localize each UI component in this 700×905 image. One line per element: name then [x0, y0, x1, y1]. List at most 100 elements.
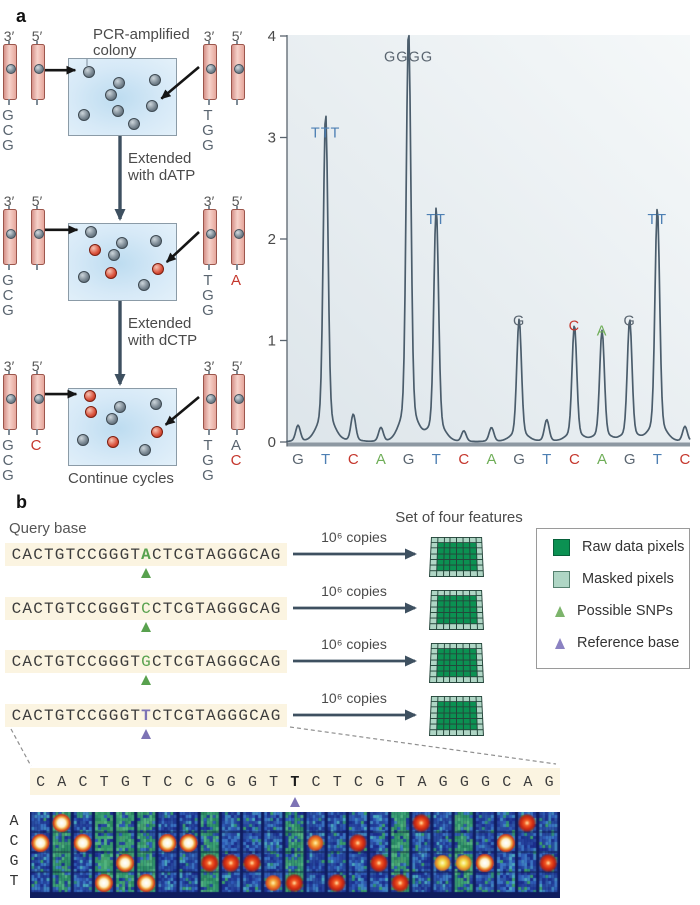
raw-data-pixel-cell — [457, 554, 463, 559]
masked-pixel-cell — [476, 649, 482, 654]
sequence-base: T — [65, 653, 76, 671]
flow-arrow-label: Extended — [128, 150, 192, 167]
colony-dot-labeled — [88, 244, 101, 257]
heatmap-row-label: C — [9, 833, 19, 850]
sequence-base: A — [205, 546, 216, 564]
sequence-base: G — [54, 600, 65, 618]
sequence-base: G — [97, 707, 108, 725]
masked-pixel-cell — [443, 571, 450, 577]
raw-data-pixel-cell — [444, 601, 450, 607]
expanded-sequence-base: G — [120, 774, 130, 791]
raw-data-pixel-cell — [437, 671, 443, 677]
sequence-base: T — [130, 600, 140, 618]
sequence-base: T — [130, 546, 140, 564]
colony-dot — [114, 400, 127, 413]
raw-data-pixel-cell — [450, 671, 457, 677]
sequence-base: G — [216, 707, 227, 725]
primer-rod — [203, 44, 217, 100]
copies-label: 10⁶ copies — [321, 529, 387, 545]
sequence-base: G — [119, 600, 130, 618]
raw-data-pixel-cell — [437, 660, 444, 665]
primer-rod — [31, 374, 45, 430]
sequence-base: C — [173, 653, 184, 671]
masked-pixel-cell — [476, 607, 483, 612]
heatmap-row-label: T — [9, 873, 19, 890]
sequence-base: C — [173, 707, 184, 725]
raw-data-pixel-cell — [437, 554, 444, 559]
sequence-base: C — [151, 546, 162, 564]
masked-pixel-cell — [431, 702, 438, 707]
primer-bottom-stick — [36, 429, 38, 435]
sequence-base: T — [162, 600, 173, 618]
masked-pixel-cell — [450, 571, 457, 577]
primer-pair-left: 3′ 5′ G C G — [2, 28, 48, 158]
raw-data-pixel-cell — [444, 543, 450, 548]
masked-pixel-cell — [430, 612, 437, 618]
primer-bottom-stick — [236, 429, 238, 435]
raw-data-pixel-cell — [450, 607, 457, 612]
legend-item: Masked pixels — [553, 570, 674, 588]
sequence-base: T — [65, 707, 76, 725]
masked-pixel-cell — [477, 730, 484, 736]
sequence-base: C — [87, 600, 97, 618]
primer-base: G — [202, 137, 214, 154]
raw-data-pixel-cell — [469, 596, 476, 601]
copies-label: 10⁶ copies — [321, 583, 387, 599]
legend-item-label: Reference base — [577, 635, 680, 651]
prime-3-label: 3′ — [203, 193, 215, 209]
sequence-base: A — [22, 546, 32, 564]
feature-grid — [429, 696, 485, 737]
masked-pixel-cell — [450, 730, 457, 736]
masked-pixel-cell — [444, 643, 450, 649]
raw-data-pixel-cell — [444, 654, 450, 660]
raw-data-pixel-cell — [437, 565, 443, 571]
masked-pixel-cell — [476, 643, 482, 649]
masked-pixel-cell — [477, 724, 484, 730]
sequence-base: G — [119, 707, 130, 725]
prime-3-label: 3′ — [203, 358, 215, 374]
raw-data-pixel-cell — [450, 660, 457, 665]
primer-bottom-stick — [208, 429, 210, 435]
raw-data-pixel-cell — [470, 565, 477, 571]
primer-rod — [3, 44, 17, 100]
expanded-sequence-base: T — [99, 774, 109, 791]
masked-pixel-cell — [438, 590, 444, 596]
colony-box — [68, 388, 177, 466]
masked-pixel-cell — [476, 718, 483, 724]
raw-data-pixel-cell — [437, 654, 444, 660]
raw-data-pixel-cell — [463, 713, 470, 718]
raw-data-pixel-cell — [470, 601, 476, 607]
masked-pixel-cell — [457, 537, 463, 543]
flow-arrow-label: with dATP — [128, 167, 196, 184]
colony-dot — [112, 104, 125, 117]
primer-rod — [203, 209, 217, 265]
query-base-label: Query base — [9, 520, 87, 537]
sequence-base: C — [249, 653, 259, 671]
raw-data-pixel-cell — [437, 543, 444, 548]
sequence-base: C — [87, 546, 97, 564]
expanded-sequence-base: G — [438, 774, 448, 791]
sequence-base: C — [11, 707, 22, 725]
raw-data-pixel-cell — [443, 565, 450, 571]
masked-pixel-cell — [469, 537, 476, 543]
masked-pixel-swatch — [553, 570, 570, 588]
masked-pixel-cell — [443, 624, 450, 630]
sequence-base: T — [162, 546, 173, 564]
colony-dot-labeled — [151, 263, 164, 276]
masked-pixel-cell — [450, 537, 457, 543]
primer-bottom-stick — [8, 264, 10, 270]
raw-data-pixel-cell — [470, 718, 477, 724]
masked-pixel-cell — [476, 559, 483, 565]
raw-data-pixel-cell — [450, 559, 457, 565]
sequence-base: C — [76, 707, 86, 725]
sequence-base: C — [249, 600, 259, 618]
masked-pixel-cell — [476, 543, 482, 548]
raw-data-pixel-cell — [437, 707, 444, 713]
masked-pixel-cell — [430, 677, 437, 683]
raw-data-pixel-cell — [463, 607, 470, 612]
raw-data-pixel-cell — [450, 601, 457, 607]
query-variant-base: G — [141, 653, 151, 671]
raw-data-pixel-cell — [450, 665, 457, 671]
colony-dot — [128, 117, 141, 130]
masked-pixel-cell — [476, 665, 483, 671]
